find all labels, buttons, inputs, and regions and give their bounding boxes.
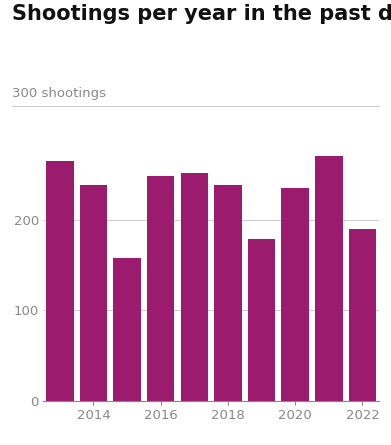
- Bar: [80, 185, 107, 400]
- Bar: [181, 173, 208, 400]
- Bar: [214, 185, 242, 400]
- Bar: [113, 258, 141, 400]
- Bar: [315, 156, 343, 400]
- Bar: [282, 188, 309, 400]
- Text: 300 shootings: 300 shootings: [12, 87, 106, 100]
- Text: Shootings per year in the past decade: Shootings per year in the past decade: [12, 4, 391, 24]
- Bar: [147, 176, 174, 400]
- Bar: [349, 229, 376, 400]
- Bar: [248, 239, 275, 400]
- Bar: [46, 161, 74, 400]
